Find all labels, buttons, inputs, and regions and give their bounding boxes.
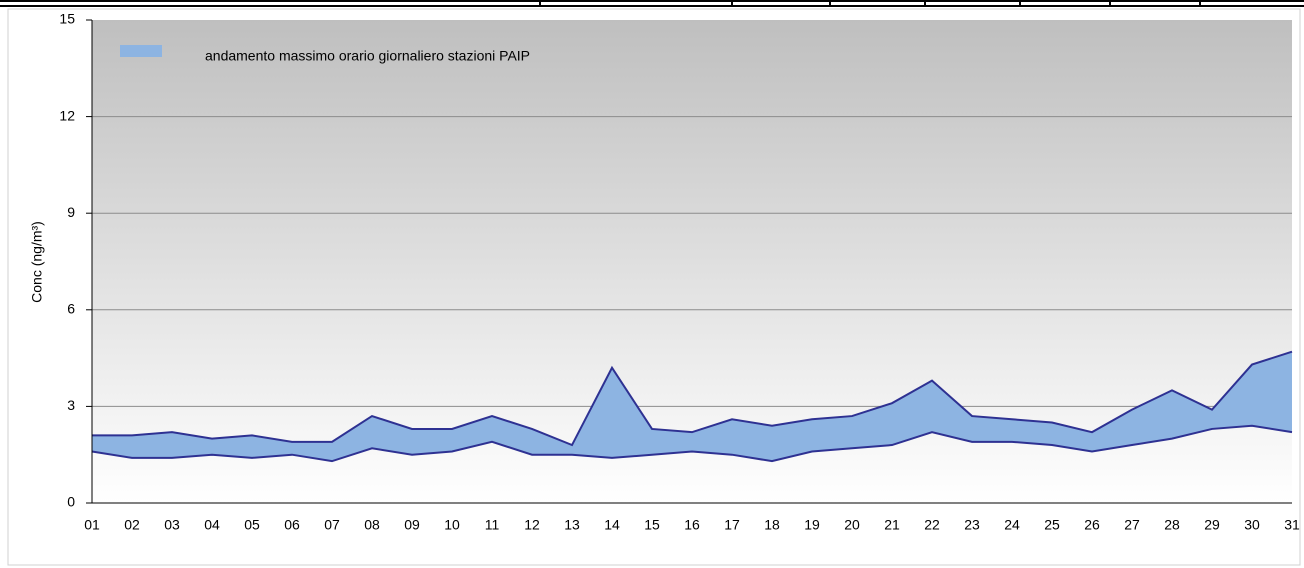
range-area (92, 351, 1292, 462)
y-tick-label: 3 (67, 397, 75, 413)
y-tick-label: 6 (67, 301, 75, 317)
x-tick-label: 13 (564, 517, 580, 533)
x-tick-label: 23 (964, 517, 980, 533)
x-tick-label: 20 (844, 517, 860, 533)
high-line (92, 350, 1293, 447)
x-tick-label: 22 (924, 517, 940, 533)
x-tick-label: 02 (124, 517, 140, 533)
x-tick-label: 27 (1124, 517, 1140, 533)
x-tick-label: 28 (1164, 517, 1180, 533)
x-tick-label: 25 (1044, 517, 1060, 533)
x-tick-label: 29 (1204, 517, 1220, 533)
top-table-strip (0, 0, 1304, 7)
x-tick-label: 19 (804, 517, 820, 533)
y-tick-label: 15 (59, 11, 75, 27)
x-tick-label: 14 (604, 517, 620, 533)
x-tick-label: 05 (244, 517, 260, 533)
x-tick-label: 18 (764, 517, 780, 533)
x-tick-label: 26 (1084, 517, 1100, 533)
plot-area (92, 20, 1292, 503)
x-tick-label: 16 (684, 517, 700, 533)
x-tick-label: 07 (324, 517, 340, 533)
x-tick-label: 09 (404, 517, 420, 533)
x-tick-label: 17 (724, 517, 740, 533)
x-tick-label: 30 (1244, 517, 1260, 533)
legend-swatch (120, 45, 162, 57)
x-tick-label: 10 (444, 517, 460, 533)
x-tick-label: 11 (485, 517, 500, 533)
x-tick-label: 03 (164, 517, 180, 533)
x-tick-label: 06 (284, 517, 300, 533)
y-tick-label: 0 (67, 494, 75, 510)
x-tick-label: 04 (204, 517, 220, 533)
y-tick-label: 12 (59, 107, 75, 123)
x-tick-label: 15 (644, 517, 660, 533)
x-tick-label: 31 (1284, 517, 1300, 533)
y-tick-label: 9 (67, 204, 75, 220)
x-tick-label: 12 (524, 517, 540, 533)
x-tick-label: 21 (884, 517, 900, 533)
legend-label: andamento massimo orario giornaliero sta… (205, 48, 530, 64)
x-tick-label: 24 (1004, 517, 1020, 533)
y-axis-label: Conc (ng/m³) (29, 221, 45, 303)
x-tick-label: 01 (84, 517, 100, 533)
x-tick-label: 08 (364, 517, 380, 533)
chart-frame (7, 8, 1301, 566)
low-line (91, 424, 1293, 463)
